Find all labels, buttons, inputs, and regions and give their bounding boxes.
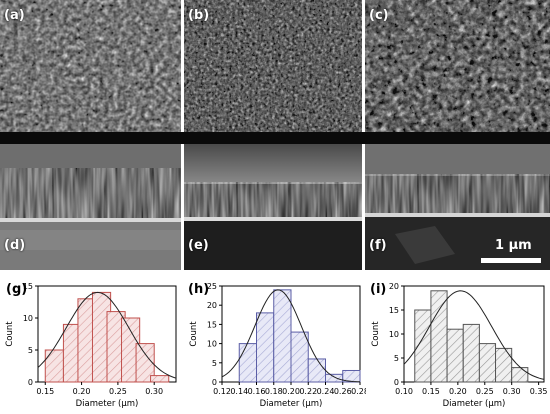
sem-image-a: (a) (0, 0, 181, 132)
x-tick-label: 0.20 (73, 387, 91, 396)
x-tick-label: 0.25 (109, 387, 127, 396)
x-tick-label: 0.10 (395, 387, 413, 396)
y-tick-label: 15 (207, 320, 217, 329)
x-tick-label: 0.16 (248, 387, 266, 396)
y-tick-label: 0 (212, 378, 217, 387)
sem-cross-section-d: (d) (0, 144, 181, 270)
histogram-g-svg: 0.15 0.20 0.25 0.30 0 5 10 15 Diameter (μm) Count (5, 282, 177, 409)
histogram-bar (462, 323, 480, 383)
histogram-bar (150, 375, 170, 383)
x-tick-label: 0.15 (36, 387, 54, 396)
y-tick-label: 15 (389, 306, 399, 315)
x-tick-label: 0.30 (145, 387, 163, 396)
x-tick-label: 0.15 (422, 387, 440, 396)
histogram-bar (44, 349, 64, 383)
y-tick-label: 5 (28, 346, 33, 355)
histogram-bar (273, 289, 292, 383)
histogram-bar (342, 369, 361, 383)
histogram-g: 0.15 0.20 0.25 0.30 0 5 10 15 Diameter (μm) Count… (0, 278, 182, 414)
panel-label-b: (b) (188, 8, 210, 23)
panel-label-f: (f) (369, 238, 387, 253)
y-tick-label: 20 (207, 301, 217, 310)
x-tick-label: 0.28 (351, 387, 366, 396)
x-axis-label: Diameter (μm) (443, 399, 506, 409)
y-axis-label: Count (189, 321, 199, 347)
y-tick-label: 20 (389, 282, 399, 291)
panel-label-e: (e) (188, 238, 209, 253)
x-tick-label: 0.18 (265, 387, 283, 396)
gaussian-fit-curve (221, 289, 361, 383)
sem-texture-b (184, 0, 362, 132)
histogram-bar (135, 343, 155, 383)
histogram-bar (325, 373, 344, 383)
y-axis-label: Count (371, 321, 381, 347)
histogram-bar (511, 367, 529, 383)
y-tick-label: 10 (389, 330, 399, 339)
x-axis-label: Diameter (μm) (260, 399, 323, 409)
x-tick-label: 0.35 (530, 387, 548, 396)
histogram-h: 0.120.140.160.180.200.220.240.260.28 0 5 10… (184, 278, 366, 414)
scale-bar-line (481, 258, 541, 263)
sem-texture-c (365, 0, 550, 132)
panel-label-d: (d) (4, 238, 26, 253)
histogram-i: 0.10 0.15 0.20 0.25 0.30 0.35 0 5 10 15 20 Diameter… (366, 278, 548, 414)
x-tick-label: 0.12 (213, 387, 231, 396)
y-tick-label: 5 (394, 354, 399, 363)
chart-label-i: (i) (370, 282, 387, 297)
histogram-bar (478, 343, 497, 383)
y-tick-label: 0 (394, 378, 399, 387)
scale-bar-label: 1 μm (495, 238, 532, 253)
cross-section-d-graphic (0, 144, 181, 270)
histogram-bar (290, 331, 309, 383)
y-tick-label: 0 (28, 378, 33, 387)
x-tick-label: 0.25 (476, 387, 494, 396)
x-tick-label: 0.22 (299, 387, 317, 396)
sem-cross-section-e: (e) (184, 144, 362, 270)
gaussian-fit-curve (403, 290, 545, 380)
histogram-bar (446, 328, 464, 383)
histogram-bar (238, 343, 257, 383)
separator-band (0, 132, 550, 144)
x-tick-label: 0.26 (334, 387, 352, 396)
histogram-bar (256, 312, 275, 383)
panel-label-a: (a) (4, 8, 25, 23)
y-tick-label: 15 (23, 282, 33, 291)
cross-section-e-graphic (184, 144, 362, 270)
y-tick-label: 10 (207, 340, 217, 349)
x-tick-label: 0.24 (317, 387, 335, 396)
y-axis-label: Count (5, 321, 15, 347)
panel-label-c: (c) (369, 8, 389, 23)
y-tick-label: 5 (212, 359, 217, 368)
chart-label-g: (g) (6, 282, 28, 297)
histogram-bar (495, 347, 513, 383)
histogram-h-svg: 0.120.140.160.180.200.220.240.260.28 0 5 10… (189, 282, 366, 409)
sem-texture-a (0, 0, 181, 132)
gaussian-fit-curve (37, 291, 177, 379)
y-tick-label: 25 (207, 282, 217, 291)
histogram-bar (414, 309, 432, 383)
histogram-bar (307, 358, 326, 383)
histogram-bar (430, 290, 448, 383)
sem-image-c: (c) (365, 0, 550, 132)
x-tick-label: 0.20 (449, 387, 467, 396)
y-tick-label: 10 (23, 314, 33, 323)
histogram-i-svg: 0.10 0.15 0.20 0.25 0.30 0.35 0 5 10 15 20 Diameter… (371, 282, 548, 409)
x-tick-label: 0.30 (503, 387, 521, 396)
cross-section-f-graphic (365, 144, 550, 270)
sem-image-b: (b) (184, 0, 362, 132)
chart-label-h: (h) (188, 282, 210, 297)
x-tick-label: 0.20 (282, 387, 300, 396)
sem-cross-section-f: (f) 1 μm (365, 144, 550, 270)
x-tick-label: 0.14 (230, 387, 248, 396)
x-axis-label: Diameter (μm) (76, 399, 139, 409)
